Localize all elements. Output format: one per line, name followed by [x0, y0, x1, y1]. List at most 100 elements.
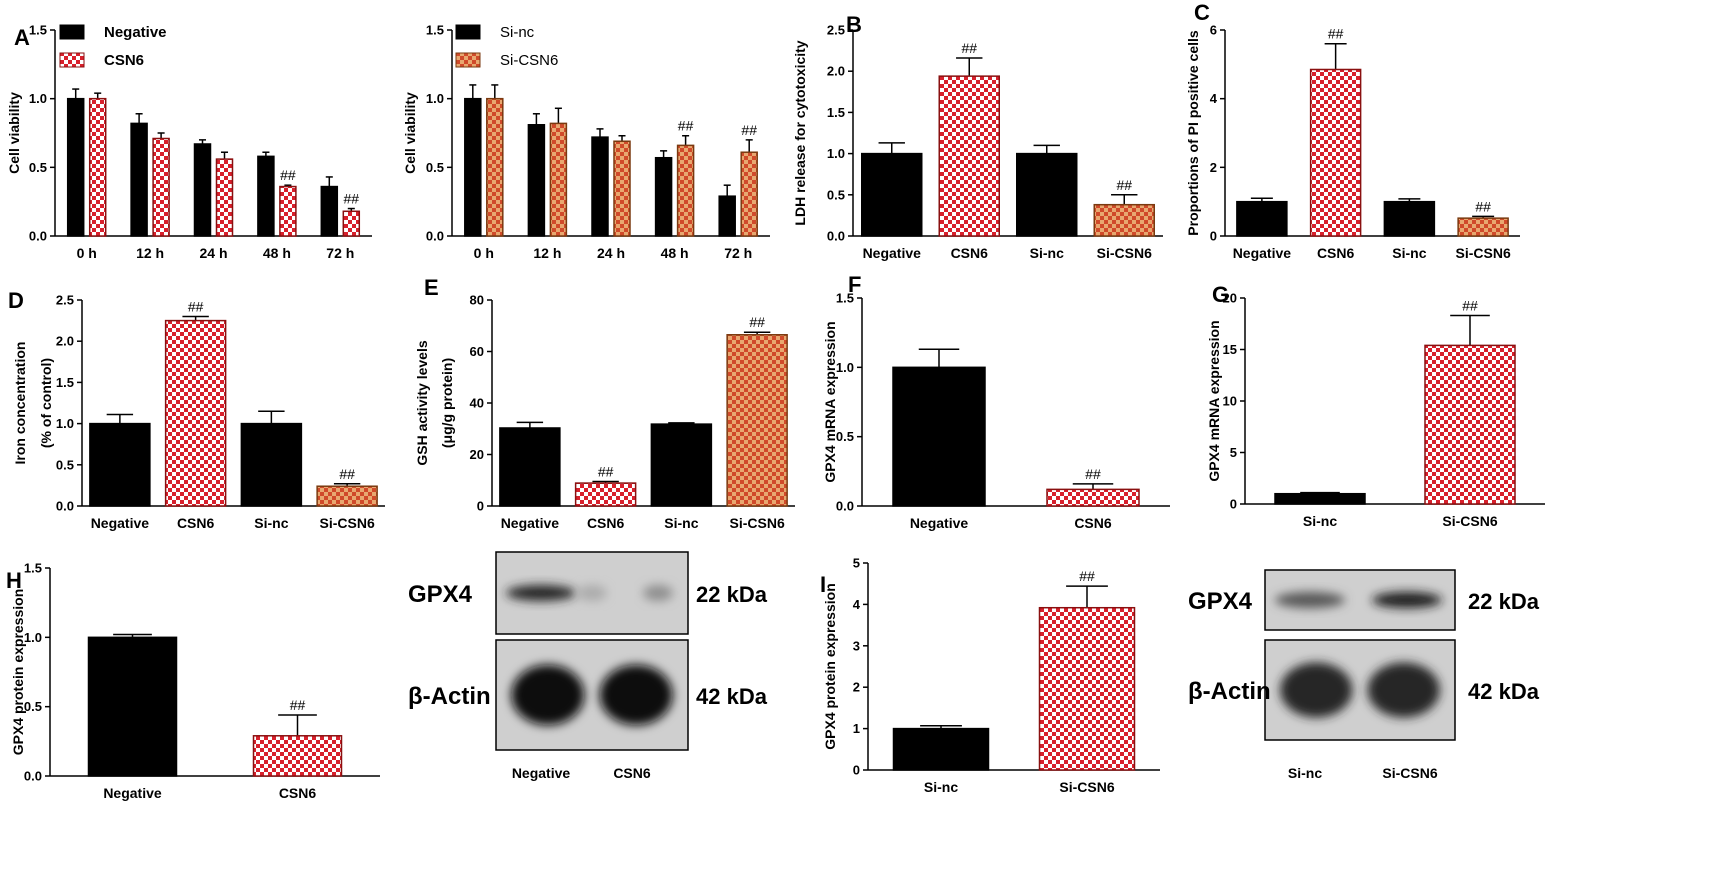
bar-si-nc: [591, 136, 609, 237]
y-tick-label: 0: [1230, 497, 1237, 512]
bar-csn6-significance: ##: [280, 167, 296, 183]
y-tick-label: 1.0: [836, 360, 854, 375]
legend-swatch: [59, 52, 85, 68]
y-tick-label: 0: [853, 763, 860, 778]
western-blot-1: GPX4 22 kDa β-Actin 42 kDa Negative CSN6: [408, 551, 768, 781]
bar-negative: [66, 97, 85, 237]
x-tick-label: CSN6: [951, 245, 989, 261]
legend-swatch: [455, 52, 481, 68]
y-tick-label: 1.5: [426, 23, 444, 38]
bar-negative: [892, 366, 986, 507]
x-tick-label: Negative: [501, 515, 560, 531]
panel-label: H: [6, 568, 22, 593]
panel-label: C: [1194, 0, 1210, 25]
bar-si-csn6: [726, 334, 788, 507]
bar-si-csn6: [1093, 203, 1155, 237]
bar-si-csn6: [549, 122, 568, 237]
y-axis-label: Iron concentration: [12, 342, 28, 465]
legend-swatch: [59, 24, 85, 40]
panel-label: G: [1212, 282, 1229, 307]
bar-si-nc: [892, 727, 990, 771]
y-tick-label: 1.5: [24, 561, 42, 576]
y-tick-label: 0.5: [827, 187, 845, 202]
bar-si-csn6: [740, 151, 758, 237]
y-axis-label: GPX4 protein expression: [10, 589, 26, 756]
chart-b: B 0.0 0.5 1.0 1.5 2.0 2.5 LDH release for cytot…: [792, 12, 1163, 261]
y-tick-label: 2.0: [56, 334, 74, 349]
y-tick-label: 0.0: [426, 229, 444, 244]
y-axis-label: GPX4 mRNA expression: [822, 321, 838, 482]
y-tick-label: 60: [470, 344, 484, 359]
y-tick-label: 0.5: [24, 699, 42, 714]
y-tick-label: 80: [470, 293, 484, 308]
chart-i: I 0 1 2 3 4 5 GPX4 protein expression Si-nc ## Si-…: [820, 556, 1160, 795]
blot-protein-label: GPX4: [408, 581, 473, 608]
bar-negative: [130, 122, 148, 237]
y-tick-label: 2.5: [56, 293, 74, 308]
legend-label: CSN6: [104, 52, 144, 69]
x-tick-label: 0 h: [474, 245, 494, 261]
y-tick-label: 20: [1223, 291, 1237, 306]
legend-label: Si-nc: [500, 24, 535, 41]
x-tick-label: Negative: [1233, 245, 1292, 261]
x-tick-label: CSN6: [1074, 515, 1112, 531]
y-tick-label: 0.0: [827, 229, 845, 244]
bar-negative: [861, 152, 923, 237]
bar-negative: [87, 636, 178, 777]
bar-negative: [89, 422, 151, 507]
x-tick-label: Negative: [103, 785, 162, 801]
x-tick-label: CSN6: [279, 785, 317, 801]
x-tick-label: Si-CSN6: [1059, 779, 1114, 795]
bar-csn6: [279, 185, 297, 237]
chart-h: H 0.0 0.5 1.0 1.5 GPX4 protein expression Nega…: [6, 561, 380, 801]
blot-size-label: 22 kDa: [1468, 589, 1540, 614]
y-tick-label: 0.5: [56, 457, 74, 472]
y-tick-label: 0.5: [836, 429, 854, 444]
y-tick-label: 20: [470, 447, 484, 462]
y-tick-label: 0.0: [836, 499, 854, 514]
y-axis-label-unit: (μg/g protein): [439, 358, 455, 448]
y-tick-label: 2: [853, 680, 860, 695]
panel-label: I: [820, 572, 826, 597]
bar-si-nc: [527, 124, 546, 237]
bar-negative: [320, 185, 339, 237]
y-axis-label: Cell viability: [6, 92, 22, 174]
bar-csn6: [215, 158, 234, 237]
bar-csn6-significance: ##: [1328, 26, 1344, 42]
blot-size-label: 42 kDa: [696, 684, 768, 709]
blot-band: [643, 585, 673, 601]
y-tick-label: 0: [477, 499, 484, 514]
bar-csn6: [938, 75, 1000, 237]
y-tick-label: 1.5: [56, 375, 74, 390]
chart-d: D 0.0 0.5 1.0 1.5 2.0 2.5 Iron concentration (% …: [8, 288, 385, 531]
blot-protein-label: GPX4: [1188, 588, 1253, 615]
bar-csn6: [574, 482, 637, 507]
blot-size-label: 22 kDa: [696, 582, 768, 607]
bar-si-nc: [1383, 200, 1436, 237]
x-tick-label: CSN6: [587, 515, 625, 531]
y-tick-label: 1.0: [827, 146, 845, 161]
y-axis-label: GPX4 protein expression: [822, 583, 838, 750]
blot-band: [1367, 662, 1440, 718]
y-tick-label: 1.0: [29, 91, 47, 106]
x-tick-label: 72 h: [326, 245, 354, 261]
x-tick-label: Negative: [910, 515, 969, 531]
y-tick-label: 0.0: [24, 769, 42, 784]
y-tick-label: 2: [1210, 160, 1217, 175]
bar-si-csn6-significance: ##: [749, 314, 765, 330]
blot-lane-label: Si-nc: [1288, 765, 1322, 781]
bar-si-csn6: [316, 485, 378, 507]
x-tick-label: Si-CSN6: [730, 515, 785, 531]
bar-negative: [193, 143, 212, 237]
y-tick-label: 2.0: [827, 64, 845, 79]
y-tick-label: 6: [1210, 23, 1217, 38]
panel-label: F: [848, 272, 861, 297]
y-tick-label: 0.0: [29, 229, 47, 244]
bar-si-csn6-significance: ##: [1079, 568, 1095, 584]
y-tick-label: 0.0: [56, 499, 74, 514]
panel-label: D: [8, 288, 24, 313]
x-tick-label: 48 h: [263, 245, 291, 261]
blot-band: [1280, 662, 1353, 718]
bar-si-csn6-significance: ##: [741, 122, 757, 138]
y-axis-label: Cell viability: [402, 92, 418, 174]
